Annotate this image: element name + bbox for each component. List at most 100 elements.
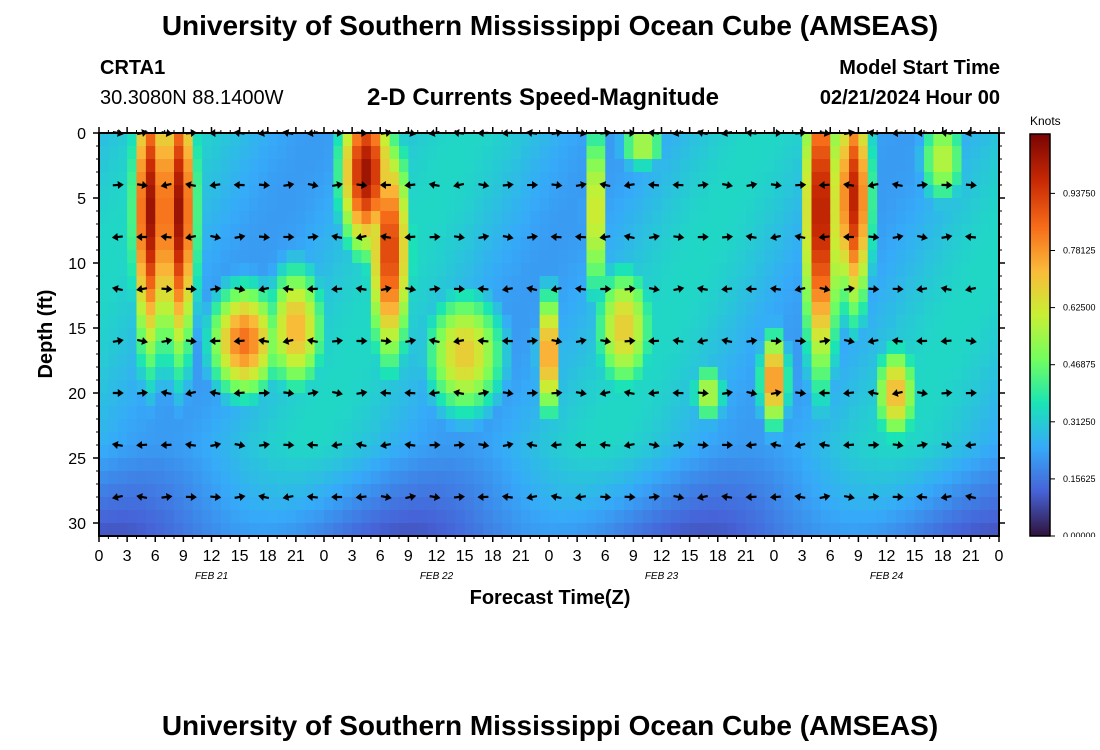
heatmap-cell xyxy=(389,419,400,433)
heatmap-cell xyxy=(867,172,878,186)
current-arrow xyxy=(355,233,367,241)
heatmap-cell xyxy=(427,510,438,524)
heatmap-cell xyxy=(258,419,269,433)
heatmap-cell xyxy=(314,328,325,342)
heatmap-cell xyxy=(249,133,259,147)
heatmap-cell xyxy=(220,237,231,251)
heatmap-cell xyxy=(567,471,578,485)
heatmap-cell xyxy=(380,523,391,537)
heatmap-cell xyxy=(464,224,475,238)
heatmap-cell xyxy=(127,289,138,303)
heatmap-cell xyxy=(436,315,447,329)
heatmap-cell xyxy=(164,237,175,251)
heatmap-cell xyxy=(295,185,306,199)
heatmap-cell xyxy=(530,458,541,472)
current-arrow xyxy=(210,441,222,449)
heatmap-cell xyxy=(117,458,128,472)
heatmap-cell xyxy=(792,471,803,485)
heatmap-cell xyxy=(530,250,541,264)
heatmap-cell xyxy=(595,224,606,238)
heatmap-cell xyxy=(99,328,109,342)
heatmap-cell xyxy=(614,315,625,329)
heatmap-cell xyxy=(324,172,334,186)
heatmap-cell xyxy=(483,315,494,329)
heatmap-cell xyxy=(905,432,916,446)
heatmap-cell xyxy=(267,263,278,277)
heatmap-cell xyxy=(436,289,447,303)
current-arrow xyxy=(429,285,441,293)
heatmap-cell xyxy=(370,198,381,212)
heatmap-cell xyxy=(267,133,278,147)
heatmap-cell xyxy=(192,276,203,290)
heatmap-cell xyxy=(624,185,634,199)
heatmap-cell xyxy=(661,458,672,472)
heatmap-cell xyxy=(802,510,813,524)
heatmap-cell xyxy=(811,263,822,277)
current-arrow xyxy=(770,233,782,241)
heatmap-cell xyxy=(324,211,334,225)
heatmap-cell xyxy=(708,354,719,368)
heatmap-cell xyxy=(952,380,963,394)
heatmap-cell xyxy=(408,510,419,524)
heatmap-cell xyxy=(577,224,588,238)
heatmap-cell xyxy=(305,406,316,420)
heatmap-cell xyxy=(914,354,925,368)
heatmap-cell xyxy=(211,419,222,433)
heatmap-cell xyxy=(820,406,831,420)
heatmap-cell xyxy=(277,445,288,459)
heatmap-cell xyxy=(942,354,953,368)
heatmap-cell xyxy=(361,198,372,212)
heatmap-cell xyxy=(174,237,184,251)
heatmap-cell xyxy=(305,380,316,394)
heatmap-cell xyxy=(952,172,963,186)
current-arrow xyxy=(648,337,660,345)
heatmap-cell xyxy=(811,445,822,459)
heatmap-cell xyxy=(314,276,325,290)
heatmap-cell xyxy=(970,172,981,186)
heatmap-cell xyxy=(858,380,869,394)
heatmap-cell xyxy=(820,484,831,498)
heatmap-cell xyxy=(736,497,747,511)
current-arrow xyxy=(283,389,295,397)
heatmap-cells xyxy=(99,133,1000,537)
heatmap-cell xyxy=(549,341,559,355)
heatmap-cell xyxy=(155,510,166,524)
heatmap-cell xyxy=(717,185,728,199)
heatmap-cell xyxy=(708,198,719,212)
heatmap-cell xyxy=(99,198,109,212)
heatmap-cell xyxy=(539,471,550,485)
heatmap-cell xyxy=(145,133,156,147)
current-arrow xyxy=(136,285,148,293)
heatmap-cell xyxy=(642,484,653,498)
heatmap-cell xyxy=(774,133,784,147)
current-arrow xyxy=(210,233,222,241)
current-arrow xyxy=(356,181,368,189)
heatmap-cell xyxy=(680,484,691,498)
heatmap-cell xyxy=(183,159,194,173)
heatmap-cell xyxy=(314,445,325,459)
heatmap-cell xyxy=(492,510,503,524)
heatmap-cell xyxy=(895,250,906,264)
heatmap-cell xyxy=(699,263,709,277)
heatmap-cell xyxy=(502,159,513,173)
heatmap-cell xyxy=(764,432,775,446)
heatmap-cell xyxy=(530,198,541,212)
heatmap-cell xyxy=(427,380,438,394)
heatmap-cell xyxy=(839,367,850,381)
heatmap-cell xyxy=(408,133,419,147)
heatmap-cell xyxy=(202,510,213,524)
heatmap-cell xyxy=(520,159,531,173)
heatmap-cell xyxy=(342,484,353,498)
current-arrow xyxy=(795,337,807,345)
heatmap-cell xyxy=(258,211,269,225)
heatmap-cell xyxy=(239,406,250,420)
heatmap-cell xyxy=(155,237,166,251)
heatmap-cell xyxy=(474,471,484,485)
heatmap-cell xyxy=(577,315,588,329)
heatmap-cell xyxy=(464,432,475,446)
heatmap-cell xyxy=(164,315,175,329)
heatmap-cell xyxy=(249,224,259,238)
heatmap-cell xyxy=(502,510,513,524)
heatmap-cell xyxy=(155,315,166,329)
